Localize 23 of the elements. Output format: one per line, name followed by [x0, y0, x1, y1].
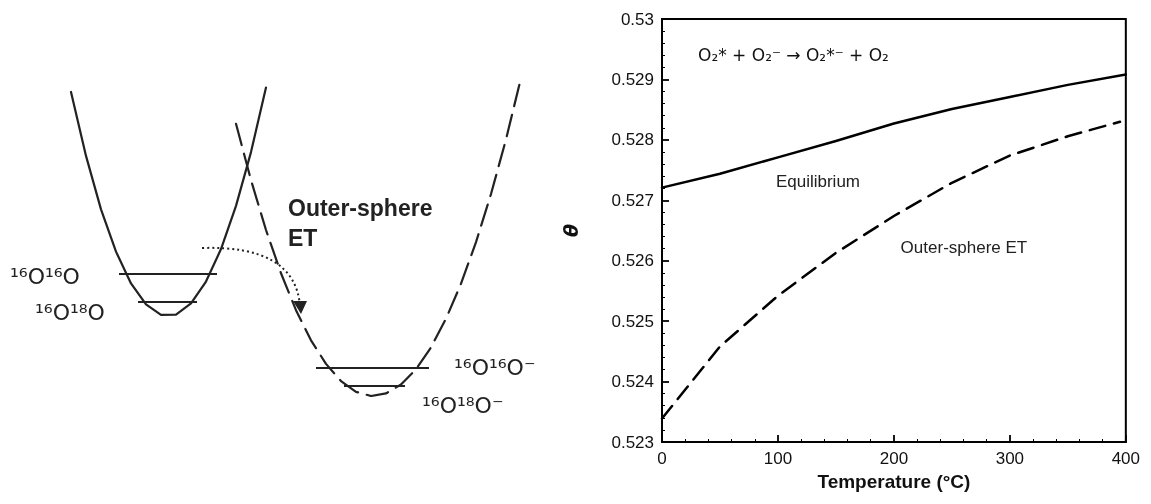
y-tick-label: 0.527 — [611, 190, 654, 210]
y-axis-title: θ — [559, 223, 582, 238]
annotation: ¹⁶O¹⁶O — [10, 264, 80, 289]
y-tick-label: 0.524 — [611, 372, 654, 392]
y-tick-label: 0.528 — [611, 130, 654, 150]
y-tick-label: 0.526 — [611, 251, 654, 271]
annotation: O₂* + O₂⁻ → O₂*⁻ + O₂ — [698, 44, 889, 65]
x-tick-label: 300 — [995, 449, 1025, 468]
y-tick-label: 0.53 — [620, 9, 654, 29]
annotation: ¹⁶O¹⁸O⁻ — [422, 393, 504, 418]
x-tick-label: 400 — [1111, 449, 1141, 468]
annotation: ¹⁶O¹⁶O⁻ — [454, 355, 536, 380]
y-tick-label: 0.523 — [611, 432, 654, 452]
series-label: Equilibrium — [775, 171, 860, 191]
series-label: Outer-sphere ET — [900, 238, 1028, 258]
annotation: Outer-sphere ET — [288, 194, 434, 253]
x-tick-label: 0 — [657, 449, 667, 468]
x-tick-label: 100 — [763, 449, 793, 468]
x-tick-label: 200 — [879, 449, 909, 468]
x-axis-title: Temperature (°C) — [817, 470, 971, 492]
annotation: ¹⁶O¹⁸O — [35, 300, 105, 325]
y-tick-label: 0.525 — [611, 311, 654, 331]
y-tick-label: 0.529 — [611, 69, 654, 89]
